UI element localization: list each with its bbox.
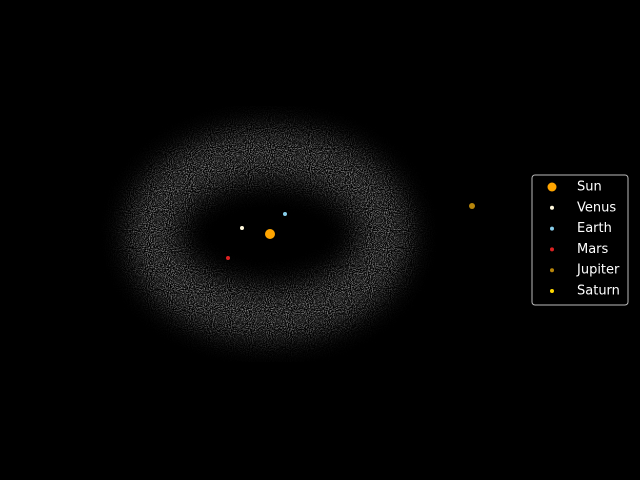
legend-marker bbox=[550, 289, 554, 293]
planet-point bbox=[226, 256, 230, 260]
legend-label: Jupiter bbox=[576, 263, 620, 278]
planet-point bbox=[240, 226, 244, 230]
legend-marker bbox=[550, 268, 554, 273]
legend-label: Mars bbox=[577, 242, 609, 257]
plot-area bbox=[226, 203, 475, 260]
planet-point bbox=[469, 203, 475, 209]
legend-label: Sun bbox=[577, 180, 602, 195]
legend-marker bbox=[550, 247, 554, 252]
legend-label: Saturn bbox=[577, 284, 620, 299]
legend-box bbox=[531, 174, 629, 306]
legend-marker bbox=[547, 182, 557, 192]
legend-marker bbox=[550, 226, 554, 231]
legend: Sun Venus Earth Mars Jupiter Saturn bbox=[531, 174, 629, 306]
planet-point bbox=[265, 229, 275, 239]
asteroid-belt bbox=[127, 128, 411, 340]
planet-point bbox=[283, 212, 287, 216]
legend-label: Venus bbox=[577, 200, 616, 215]
legend-label: Earth bbox=[577, 221, 612, 236]
legend-marker bbox=[550, 205, 554, 210]
